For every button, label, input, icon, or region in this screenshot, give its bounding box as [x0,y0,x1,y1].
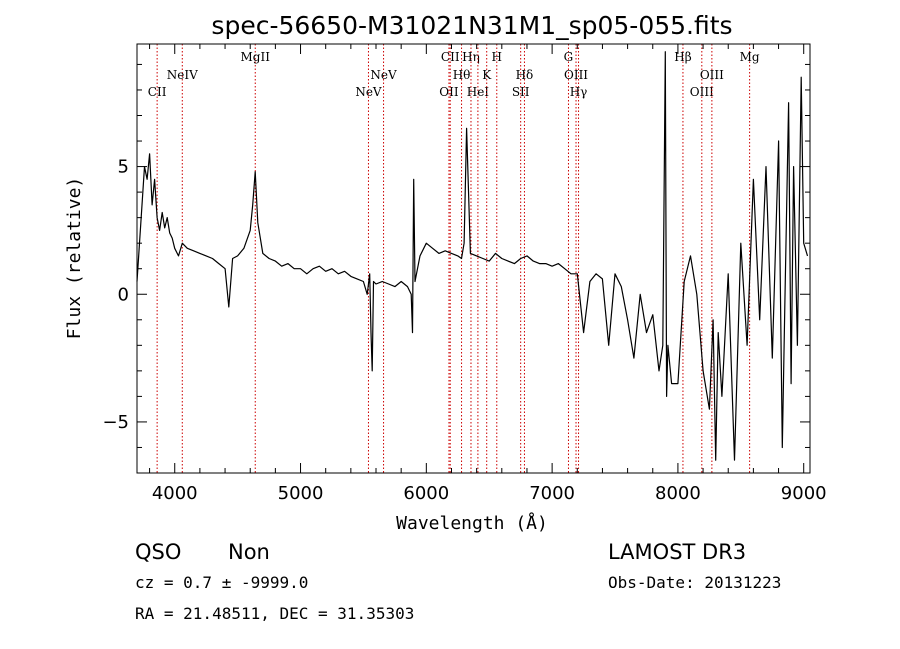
spectral-line-label: Hδ [516,68,534,82]
spectral-line-label: CII [441,50,460,64]
spectral-line-label: H [492,50,502,64]
plot-frame [136,43,811,474]
spectral-line-label: CII [148,85,167,99]
x-tick-label: 7000 [529,483,575,504]
x-tick-label: 6000 [403,483,449,504]
axes: 4000 5000 6000 7000 8000 9000 −5 0 5 [102,44,827,504]
obs-date-text: Obs-Date: 20131223 [608,573,781,592]
spectral-line-label: OIII [564,68,588,82]
y-tick-label: −5 [102,412,129,433]
cz-text: cz = 0.7 ± -9999.0 [135,573,308,592]
spectral-line-label: Mg [740,50,760,64]
spectrum-series [136,51,809,461]
spectral-line-label: HeI [467,85,490,99]
spectral-line-label: K [482,68,492,82]
y-axis-label: Flux (relative) [64,177,85,340]
spectral-line-label: NeIV [167,68,198,82]
x-tick-label: 4000 [152,483,198,504]
survey-label: LAMOST DR3 [608,540,746,564]
spectral-line-label: OIII [690,85,714,99]
spectral-line-label: NeV [370,68,397,82]
chart-title: spec-56650-M31021N31M1_sp05-055.fits [211,11,732,40]
x-tick-label: 5000 [278,483,324,504]
x-axis-label: Wavelength (Å) [396,512,548,534]
spectral-line-label: NeV [355,85,382,99]
subclass-label: Non [228,540,270,564]
spectrum-line [136,51,809,461]
y-tick-label: 0 [118,284,129,305]
x-tick-label: 9000 [781,483,827,504]
spectral-line-label: OIII [700,68,724,82]
spectral-line-label: Hβ [674,50,691,64]
x-tick-label: 8000 [655,483,701,504]
spectral-line-label: Hθ [453,68,471,82]
class-label: QSO [135,540,181,564]
spectral-line-label: Hγ [570,85,588,99]
spectral-line-label: Hη [462,50,480,64]
line-markers: CIINeIVMgIINeVNeVOIICIIHθHηHeIKHSIIHδGOI… [148,44,760,473]
spectral-line-label: G [564,50,574,64]
spectral-line-label: OII [439,85,459,99]
spectral-line-label: SII [512,85,530,99]
coords-text: RA = 21.48511, DEC = 31.35303 [135,604,414,623]
y-tick-label: 5 [118,157,129,178]
spectral-line-label: MgII [241,50,271,64]
